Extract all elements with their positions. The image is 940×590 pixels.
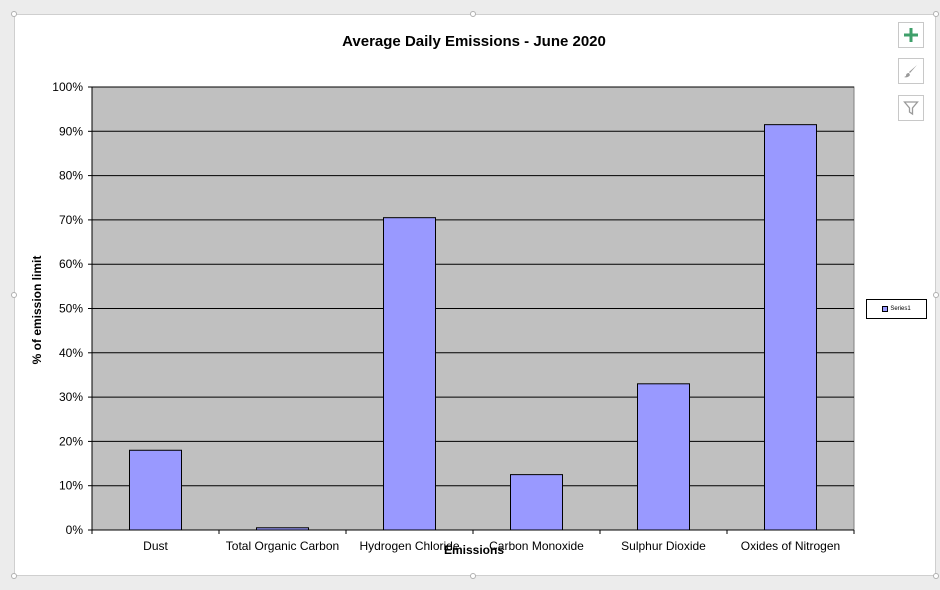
x-axis-title: Emissions	[444, 543, 504, 557]
chart-title: Average Daily Emissions - June 2020	[342, 33, 606, 50]
y-tick-label: 100%	[52, 80, 83, 94]
y-tick-label: 40%	[59, 346, 83, 360]
plus-icon	[904, 28, 918, 42]
resize-handle-top-left[interactable]	[11, 11, 17, 17]
y-tick-label: 60%	[59, 257, 83, 271]
y-tick-label: 50%	[59, 302, 83, 316]
resize-handle-top[interactable]	[470, 11, 476, 17]
y-axis-ticks: 0% 10% 20% 30% 40% 50% 60% 70% 80% 90% 100%	[52, 80, 92, 537]
y-tick-label: 10%	[59, 479, 83, 493]
x-category-label: Hydrogen Chloride	[359, 539, 459, 553]
x-category-label: Carbon Monoxide	[489, 539, 584, 553]
y-tick-label: 80%	[59, 169, 83, 183]
x-category-label: Total Organic Carbon	[226, 539, 339, 553]
chart-styles-button[interactable]	[898, 58, 924, 84]
gridlines	[92, 86, 854, 487]
resize-handle-top-right[interactable]	[933, 11, 939, 17]
legend-swatch	[882, 306, 889, 312]
resize-handle-bottom-left[interactable]	[11, 573, 17, 579]
brush-icon	[904, 65, 917, 78]
x-category-label: Dust	[143, 539, 168, 553]
bar	[637, 383, 690, 531]
y-tick-label: 70%	[59, 213, 83, 227]
chart-elements-button[interactable]	[898, 22, 924, 48]
chart-filters-button[interactable]	[898, 95, 924, 121]
resize-handle-left[interactable]	[11, 292, 17, 298]
bars	[129, 124, 817, 531]
x-category-label: Oxides of Nitrogen	[741, 539, 840, 553]
y-tick-label: 30%	[59, 390, 83, 404]
y-tick-label: 20%	[59, 434, 83, 448]
resize-handle-bottom[interactable]	[470, 573, 476, 579]
bar	[764, 124, 817, 531]
bar	[129, 449, 182, 531]
y-tick-label: 90%	[59, 124, 83, 138]
y-tick-label: 0%	[66, 523, 84, 537]
legend-entry-label: Series1	[890, 306, 911, 312]
y-axis-title: % of emission limit	[30, 256, 44, 365]
resize-handle-bottom-right[interactable]	[933, 573, 939, 579]
legend: Series1	[866, 299, 927, 319]
x-category-label: Sulphur Dioxide	[621, 539, 706, 553]
resize-handle-right[interactable]	[933, 292, 939, 298]
x-axis-categories: Dust Total Organic Carbon Hydrogen Chlorid…	[91, 530, 855, 553]
filter-icon	[903, 101, 919, 116]
bar	[510, 474, 563, 531]
bar	[383, 217, 436, 531]
